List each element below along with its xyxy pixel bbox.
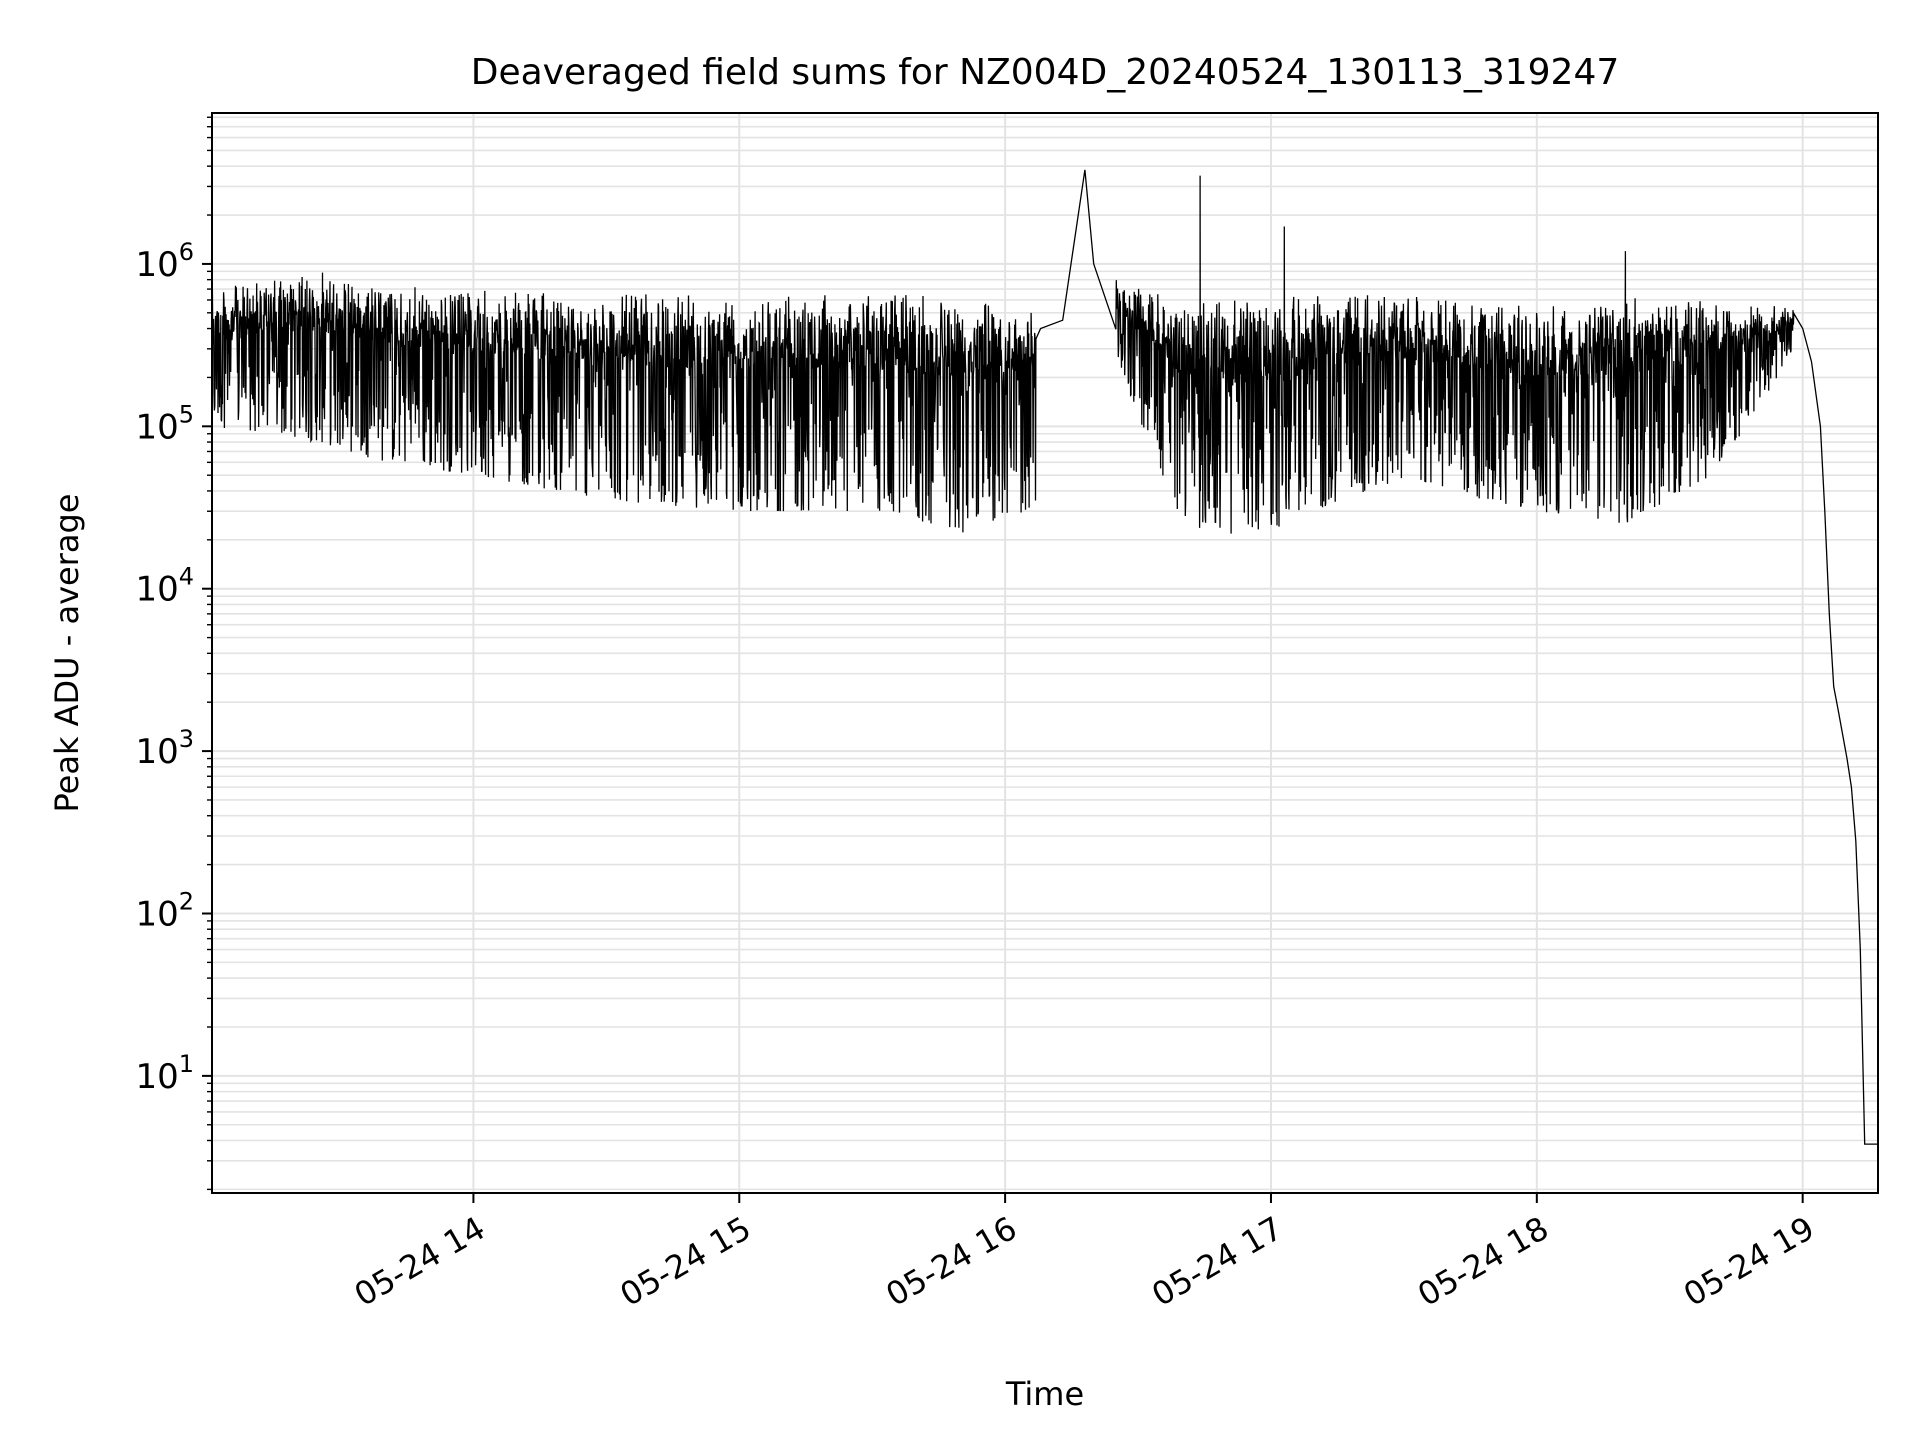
chart-title: Deaveraged field sums for NZ004D_2024052… [471,52,1620,93]
y-axis: 101 102 103 104 105 106 [135,116,212,1191]
series-line [211,169,1878,1145]
y-axis-label: Peak ADU - average [48,494,86,813]
y-tick-label: 104 [135,563,194,610]
y-tick-label: 105 [135,400,194,447]
series-line-path [211,169,1878,1145]
y-tick-label: 106 [135,238,194,285]
y-tick-label: 103 [135,725,194,772]
y-tick-label: 101 [135,1050,194,1097]
x-axis-label: Time [1005,1375,1084,1413]
y-tick-label: 102 [135,887,194,934]
